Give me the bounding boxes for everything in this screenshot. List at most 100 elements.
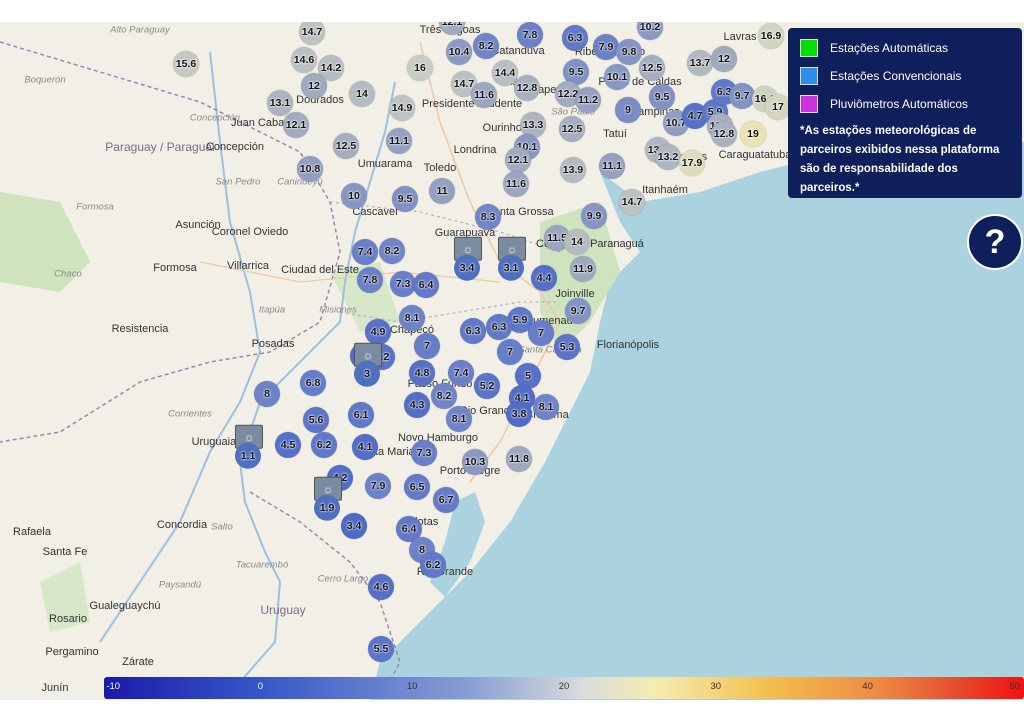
- station-temperature-marker[interactable]: 8.1: [533, 394, 559, 420]
- station-temperature-marker[interactable]: 13.7: [687, 50, 713, 76]
- station-temperature-marker[interactable]: 9.7: [729, 83, 755, 109]
- station-temperature-marker[interactable]: 5.5: [368, 636, 394, 662]
- station-temperature-marker[interactable]: 7.9: [365, 473, 391, 499]
- conventional-station-marker[interactable]: ☼ 3: [353, 342, 382, 389]
- station-temperature-marker[interactable]: 7.4: [448, 360, 474, 386]
- station-temperature-marker[interactable]: 14.4: [492, 60, 518, 86]
- station-temperature-marker[interactable]: 5.3: [554, 334, 580, 360]
- station-temperature-marker[interactable]: 5: [515, 363, 541, 389]
- station-temperature-marker[interactable]: 8.2: [473, 33, 499, 59]
- station-temperature-marker[interactable]: 8.2: [431, 383, 457, 409]
- station-temperature-marker[interactable]: 6.3: [486, 314, 512, 340]
- station-temperature-marker[interactable]: 13.9: [560, 157, 586, 183]
- station-temperature-marker[interactable]: 15.6: [173, 51, 199, 77]
- station-temperature-marker[interactable]: 6.3: [562, 25, 588, 51]
- station-temperature-marker[interactable]: 12.8: [711, 121, 737, 147]
- station-temperature-marker[interactable]: 11.6: [503, 171, 529, 197]
- station-temperature-marker[interactable]: 12.1: [505, 147, 531, 173]
- station-temperature-marker[interactable]: 8: [254, 381, 280, 407]
- station-temperature-marker[interactable]: 12.1: [439, 22, 465, 35]
- station-temperature-marker[interactable]: 7.8: [357, 267, 383, 293]
- station-temperature-marker[interactable]: 6.3: [460, 318, 486, 344]
- station-temperature-marker[interactable]: 7.3: [411, 440, 437, 466]
- station-temperature-marker[interactable]: 11: [429, 178, 455, 204]
- conventional-station-marker[interactable]: ☼ 1.9: [313, 476, 342, 523]
- station-temperature-marker[interactable]: 9.7: [565, 298, 591, 324]
- station-temperature-marker[interactable]: 11.8: [506, 446, 532, 472]
- station-temperature-marker[interactable]: 10.2: [637, 22, 663, 40]
- station-temperature-marker[interactable]: 14: [564, 229, 590, 255]
- station-temperature-marker[interactable]: 3.8: [506, 401, 532, 427]
- station-temperature-marker[interactable]: 14.6: [291, 47, 317, 73]
- station-temperature-marker[interactable]: 10.4: [446, 39, 472, 65]
- station-temperature-marker[interactable]: 9.9: [581, 203, 607, 229]
- conventional-station-marker[interactable]: ☼ 3.4: [453, 236, 482, 283]
- station-temperature-marker[interactable]: 8.3: [475, 204, 501, 230]
- station-temperature-marker[interactable]: 11.1: [386, 128, 412, 154]
- station-temperature-marker[interactable]: 12.1: [283, 112, 309, 138]
- station-temperature-marker[interactable]: 12.5: [559, 116, 585, 142]
- station-temperature-marker[interactable]: 7.3: [390, 271, 416, 297]
- station-temperature-marker[interactable]: 4.1: [352, 434, 378, 460]
- station-temperature-marker[interactable]: 9.5: [392, 186, 418, 212]
- station-temperature-marker[interactable]: 9.5: [563, 59, 589, 85]
- station-temperature-marker[interactable]: 8.1: [399, 305, 425, 331]
- station-temperature-marker[interactable]: 5.6: [303, 407, 329, 433]
- station-temperature-marker[interactable]: 11.6: [471, 82, 497, 108]
- station-temperature-marker[interactable]: 14.7: [619, 189, 645, 215]
- station-temperature-marker[interactable]: 12.5: [333, 133, 359, 159]
- legend-row-rain-gauge[interactable]: Pluviômetros Automáticos: [800, 90, 1010, 118]
- station-temperature-marker[interactable]: 10.1: [604, 64, 630, 90]
- station-temperature-marker[interactable]: 5.2: [474, 373, 500, 399]
- station-temperature-marker[interactable]: 19: [740, 121, 766, 147]
- station-temperature-marker[interactable]: 6.1: [348, 402, 374, 428]
- station-temperature-marker[interactable]: 9.8: [616, 39, 642, 65]
- station-temperature-marker[interactable]: 11.9: [570, 256, 596, 282]
- station-temperature-marker[interactable]: 16: [407, 55, 433, 81]
- conventional-station-marker[interactable]: ☼ 1.1: [234, 424, 263, 471]
- station-temperature-marker[interactable]: 16.9: [758, 23, 784, 49]
- station-temperature-marker[interactable]: 10: [341, 183, 367, 209]
- station-temperature-marker[interactable]: 6.4: [413, 272, 439, 298]
- station-temperature-marker[interactable]: 10.8: [297, 156, 323, 182]
- station-temperature-marker[interactable]: 17.9: [679, 150, 705, 176]
- station-temperature-marker[interactable]: 13.3: [520, 112, 546, 138]
- station-temperature-marker[interactable]: 6.7: [433, 487, 459, 513]
- station-temperature-marker[interactable]: 7.8: [517, 22, 543, 48]
- station-temperature-marker[interactable]: 7.4: [352, 239, 378, 265]
- station-temperature-marker[interactable]: 11.1: [599, 153, 625, 179]
- station-temperature-marker[interactable]: 14.7: [299, 22, 325, 45]
- station-temperature-marker[interactable]: 9: [615, 97, 641, 123]
- station-temperature-marker[interactable]: 7: [497, 339, 523, 365]
- conventional-station-marker[interactable]: ☼ 3.1: [497, 236, 526, 283]
- legend-row-conventional[interactable]: Estações Convencionais: [800, 62, 1010, 90]
- help-button[interactable]: ?: [967, 214, 1023, 270]
- station-temperature-marker[interactable]: 3.4: [341, 513, 367, 539]
- station-temperature-marker[interactable]: 12.8: [514, 75, 540, 101]
- station-temperature-marker[interactable]: 17: [765, 94, 791, 120]
- station-temperature-marker[interactable]: 7: [528, 320, 554, 346]
- station-temperature-marker[interactable]: 6.2: [311, 432, 337, 458]
- station-temperature-marker[interactable]: 13.2: [655, 144, 681, 170]
- station-temperature-marker[interactable]: 7: [414, 333, 440, 359]
- station-temperature-marker[interactable]: 4.9: [365, 319, 391, 345]
- station-temperature-marker[interactable]: 11.2: [575, 87, 601, 113]
- station-temperature-marker[interactable]: 4.5: [275, 432, 301, 458]
- station-temperature-marker[interactable]: 9.5: [649, 84, 675, 110]
- station-temperature-marker[interactable]: 14: [349, 81, 375, 107]
- station-temperature-marker[interactable]: 10.3: [462, 449, 488, 475]
- station-temperature-marker[interactable]: 8.1: [446, 406, 472, 432]
- legend-row-automatic[interactable]: Estações Automáticas: [800, 34, 1010, 62]
- station-temperature-marker[interactable]: 4.3: [404, 392, 430, 418]
- station-temperature-marker[interactable]: 7.9: [593, 34, 619, 60]
- station-temperature-marker[interactable]: 4.8: [409, 360, 435, 386]
- station-temperature-marker[interactable]: 14.9: [389, 95, 415, 121]
- station-temperature-marker[interactable]: 12: [711, 46, 737, 72]
- station-temperature-marker[interactable]: 12.5: [639, 55, 665, 81]
- station-temperature-marker[interactable]: 6.2: [420, 552, 446, 578]
- station-temperature-marker[interactable]: 6.8: [300, 370, 326, 396]
- station-temperature-marker[interactable]: 13.1: [267, 90, 293, 116]
- station-temperature-marker[interactable]: 8.2: [379, 238, 405, 264]
- station-temperature-marker[interactable]: 4.4: [531, 265, 557, 291]
- station-temperature-marker[interactable]: 6.5: [404, 474, 430, 500]
